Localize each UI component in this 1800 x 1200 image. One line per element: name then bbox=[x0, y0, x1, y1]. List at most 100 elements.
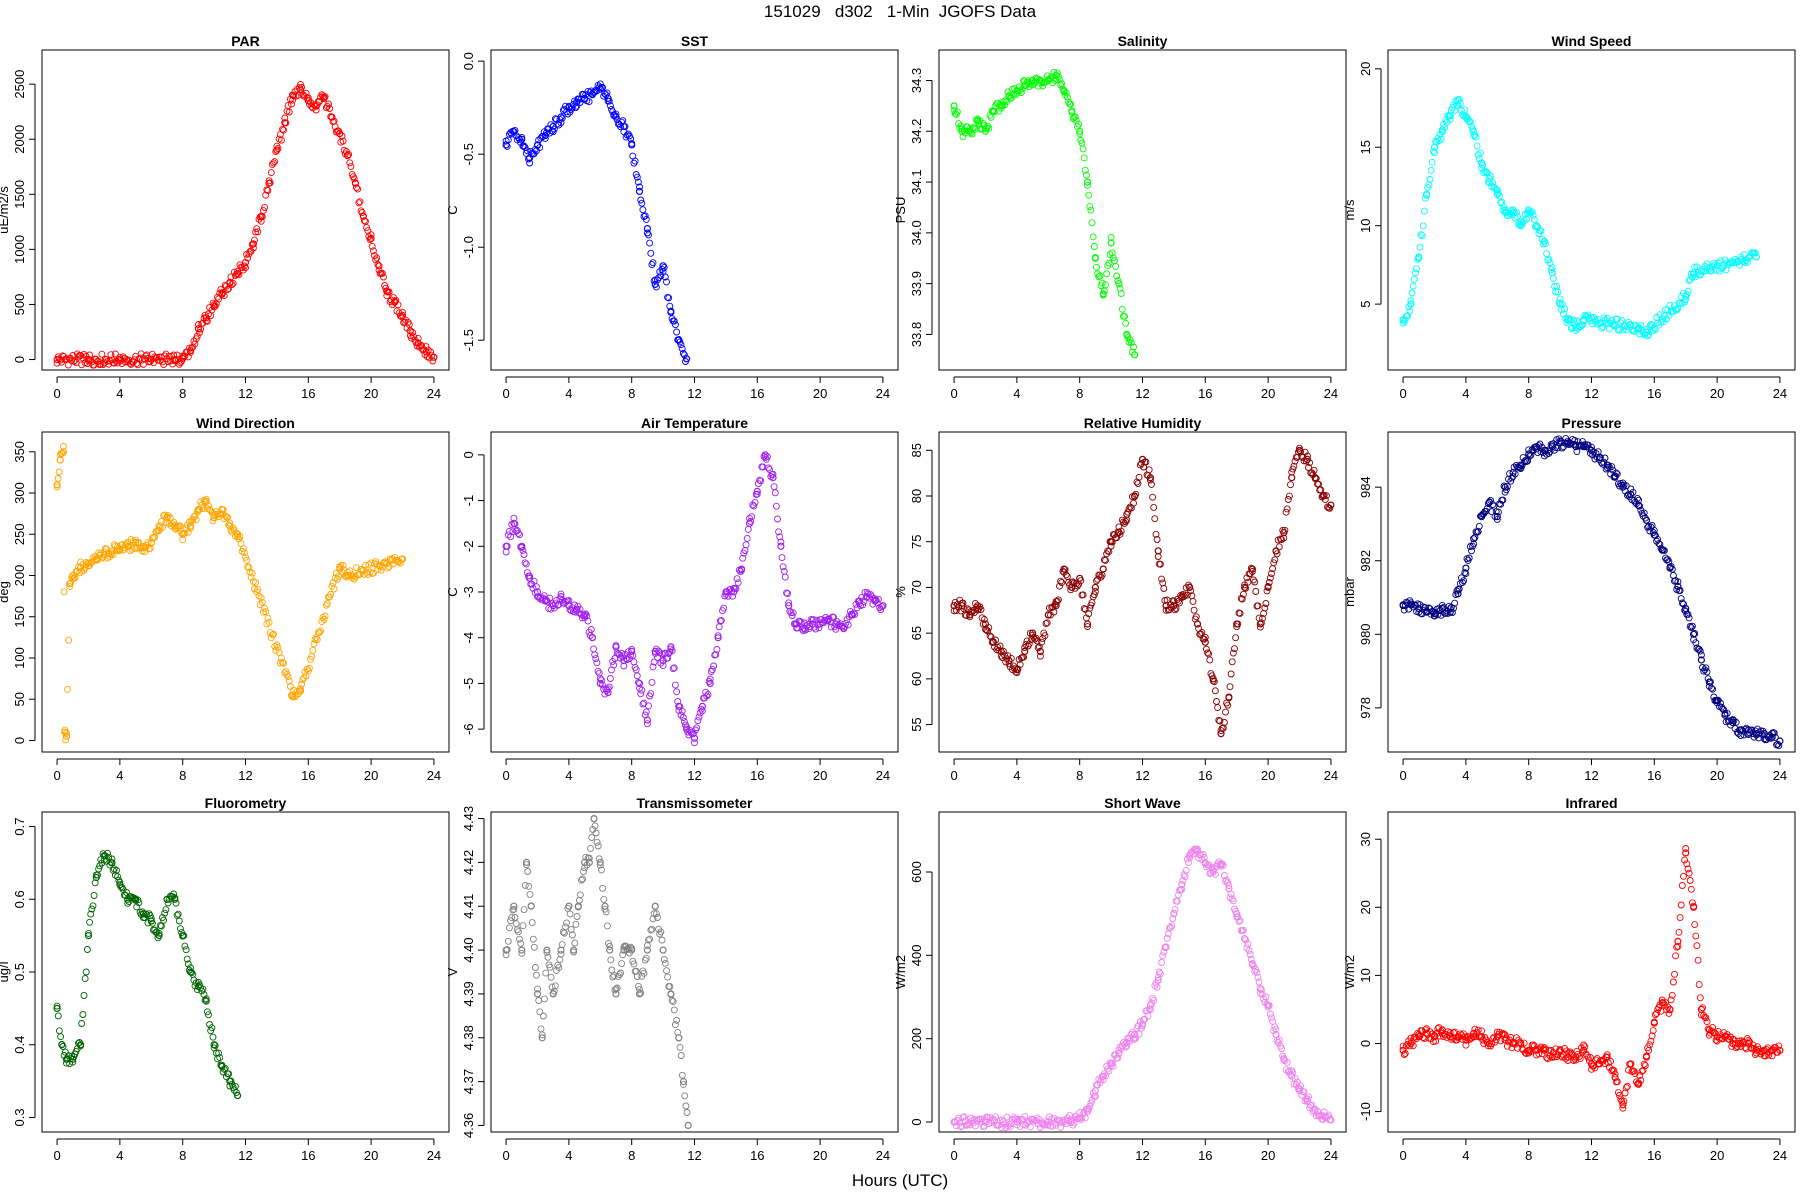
data-point bbox=[1430, 1033, 1439, 1041]
data-point bbox=[275, 648, 283, 656]
data-point bbox=[1648, 1032, 1656, 1040]
data-point bbox=[242, 264, 249, 272]
data-point bbox=[1026, 1123, 1034, 1131]
sst-y-tick-label: -1.5 bbox=[461, 329, 476, 351]
data-point bbox=[258, 598, 266, 606]
data-point bbox=[1007, 654, 1015, 662]
data-point bbox=[163, 514, 171, 522]
data-point bbox=[142, 910, 150, 918]
data-point bbox=[1697, 656, 1706, 664]
data-point bbox=[635, 679, 644, 688]
data-point bbox=[1146, 474, 1155, 482]
data-point bbox=[1158, 959, 1166, 966]
infrared-y-tick-label: -10 bbox=[1358, 1102, 1373, 1121]
data-point bbox=[673, 688, 681, 696]
data-point bbox=[1446, 608, 1454, 616]
data-point bbox=[1035, 1115, 1043, 1123]
data-point bbox=[1135, 1030, 1143, 1038]
data-point bbox=[280, 659, 288, 667]
data-point bbox=[1158, 575, 1166, 583]
data-point bbox=[66, 583, 74, 591]
data-point bbox=[1493, 515, 1501, 523]
data-point bbox=[1454, 96, 1462, 104]
data-point bbox=[1665, 1009, 1673, 1017]
data-point bbox=[109, 551, 117, 559]
data-point bbox=[1696, 647, 1704, 655]
data-point bbox=[1052, 602, 1060, 610]
data-point bbox=[520, 906, 528, 914]
data-point bbox=[1091, 588, 1099, 595]
data-point bbox=[1200, 635, 1208, 643]
data-point bbox=[1227, 670, 1235, 678]
data-point bbox=[1665, 312, 1673, 320]
data-point bbox=[277, 136, 285, 144]
data-point bbox=[962, 612, 970, 620]
sst-x-tick-label: 8 bbox=[628, 386, 635, 401]
data-point bbox=[157, 922, 165, 930]
data-point bbox=[215, 295, 223, 303]
data-point bbox=[1319, 1112, 1327, 1120]
data-point bbox=[1580, 1041, 1588, 1049]
data-point bbox=[778, 554, 786, 562]
data-point bbox=[1637, 1076, 1645, 1084]
data-point bbox=[210, 303, 218, 311]
data-point bbox=[1674, 942, 1682, 950]
data-point bbox=[1127, 339, 1135, 347]
data-point bbox=[504, 937, 512, 945]
data-point bbox=[973, 602, 982, 610]
data-point bbox=[257, 217, 265, 225]
data-point bbox=[95, 865, 103, 873]
data-point bbox=[554, 601, 562, 609]
data-point bbox=[648, 261, 656, 269]
data-point bbox=[430, 353, 438, 361]
wind-speed-y-tick-label: 20 bbox=[1358, 62, 1373, 76]
data-point bbox=[175, 917, 183, 925]
data-point bbox=[1634, 324, 1643, 332]
data-point bbox=[517, 939, 525, 947]
data-point bbox=[1061, 1116, 1069, 1124]
data-point bbox=[211, 1042, 219, 1049]
data-point bbox=[1075, 120, 1083, 128]
data-point bbox=[265, 179, 273, 187]
transmissometer-x-tick-label: 24 bbox=[876, 1148, 890, 1163]
data-point bbox=[1682, 845, 1690, 852]
data-point bbox=[1776, 737, 1784, 745]
data-point bbox=[1115, 1049, 1123, 1057]
transmissometer-points bbox=[502, 814, 692, 1130]
data-point bbox=[1666, 1005, 1674, 1014]
data-point bbox=[1686, 623, 1694, 630]
data-point bbox=[557, 113, 565, 121]
data-point bbox=[235, 271, 243, 279]
data-point bbox=[1572, 1053, 1580, 1061]
data-point bbox=[1565, 1049, 1573, 1057]
data-point bbox=[1013, 666, 1021, 674]
data-point bbox=[1083, 178, 1092, 186]
data-point bbox=[1551, 1053, 1558, 1061]
data-point bbox=[273, 146, 281, 154]
data-point bbox=[573, 606, 581, 614]
data-point bbox=[1623, 1082, 1631, 1090]
data-point bbox=[671, 1021, 679, 1029]
data-point bbox=[1616, 326, 1623, 333]
data-point bbox=[1079, 591, 1087, 599]
wind-speed-y-tick-label: 10 bbox=[1358, 218, 1373, 232]
data-point bbox=[514, 529, 522, 537]
par-y-tick-label: 1000 bbox=[12, 235, 27, 264]
data-point bbox=[1477, 1033, 1486, 1041]
data-point bbox=[1130, 492, 1139, 500]
data-point bbox=[1473, 528, 1481, 536]
data-point bbox=[191, 340, 199, 348]
data-point bbox=[572, 920, 580, 928]
data-point bbox=[1317, 486, 1325, 494]
data-point bbox=[1399, 1046, 1407, 1054]
data-point bbox=[1145, 466, 1153, 474]
data-point bbox=[107, 858, 115, 866]
data-point bbox=[657, 928, 665, 936]
wind-direction-x-tick-label: 8 bbox=[179, 768, 186, 783]
data-point bbox=[808, 616, 816, 624]
data-point bbox=[1060, 565, 1068, 573]
data-point bbox=[769, 474, 777, 482]
data-point bbox=[229, 279, 237, 287]
wind-speed-title: Wind Speed bbox=[1552, 33, 1632, 49]
